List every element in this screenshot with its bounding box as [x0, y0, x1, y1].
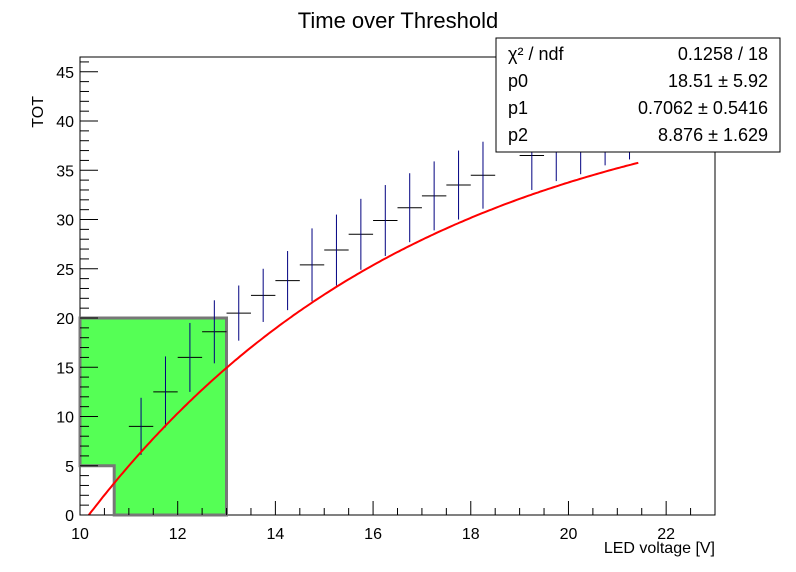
y-tick-label: 30	[56, 213, 74, 230]
stats-box: χ² / ndf 0.1258 / 18 p0 18.51 ± 5.92 p1 0.706…	[495, 37, 781, 153]
x-tick-label: 20	[560, 526, 578, 543]
x-axis-label: LED voltage [V]	[604, 540, 715, 557]
stats-box-frame	[495, 37, 781, 153]
y-tick-label: 45	[56, 65, 74, 82]
y-tick-label: 20	[56, 311, 74, 328]
shaded-region-polygon	[78, 316, 228, 517]
data-point	[153, 356, 178, 428]
axes: 10 12 14 16 18 20 22 0 5 10 15 20 25 30 35 40 45	[56, 61, 716, 543]
data-point	[446, 150, 471, 220]
chart-title: Time over Threshold	[298, 8, 499, 33]
y-tick-label: 40	[56, 114, 74, 131]
x-tick-label: 16	[364, 526, 382, 543]
data-point	[348, 198, 374, 270]
stats-row-name: p0	[508, 71, 528, 91]
shaded-region	[78, 316, 228, 517]
y-tick-label: 10	[56, 410, 74, 427]
data-point	[470, 141, 496, 209]
data-point	[177, 322, 203, 392]
x-tick-label: 12	[169, 526, 187, 543]
data-point	[421, 161, 447, 231]
x-tick-label: 18	[462, 526, 480, 543]
data-point	[373, 185, 398, 256]
y-tick-label: 0	[65, 508, 74, 525]
data-point	[299, 228, 325, 302]
stats-row-value: 18.51 ± 5.92	[668, 71, 768, 91]
data-point	[324, 214, 349, 286]
y-tick-label: 15	[56, 360, 74, 377]
y-tick-label: 25	[56, 262, 74, 279]
x-tick-label: 22	[657, 526, 675, 543]
data-point	[128, 397, 154, 455]
stats-row-value: 8.876 ± 1.629	[658, 125, 768, 145]
y-tick-label: 5	[65, 459, 74, 476]
fit-curve	[88, 161, 639, 516]
data-point	[275, 251, 300, 311]
data-point	[250, 268, 276, 322]
stats-row-name: p1	[508, 98, 528, 118]
stats-row-value: 0.7062 ± 0.5416	[638, 98, 768, 118]
data-point	[202, 300, 227, 364]
stats-row-name: χ² / ndf	[508, 44, 564, 64]
fit-line	[88, 161, 639, 516]
stats-row-value: 0.1258 / 18	[678, 44, 768, 64]
data-point	[397, 173, 422, 243]
data-point	[226, 285, 251, 341]
stats-row-name: p2	[508, 125, 528, 145]
x-tick-label: 10	[71, 526, 89, 543]
x-tick-label: 14	[266, 526, 284, 543]
y-tick-label: 35	[56, 163, 74, 180]
y-axis-label: TOT	[30, 96, 47, 128]
